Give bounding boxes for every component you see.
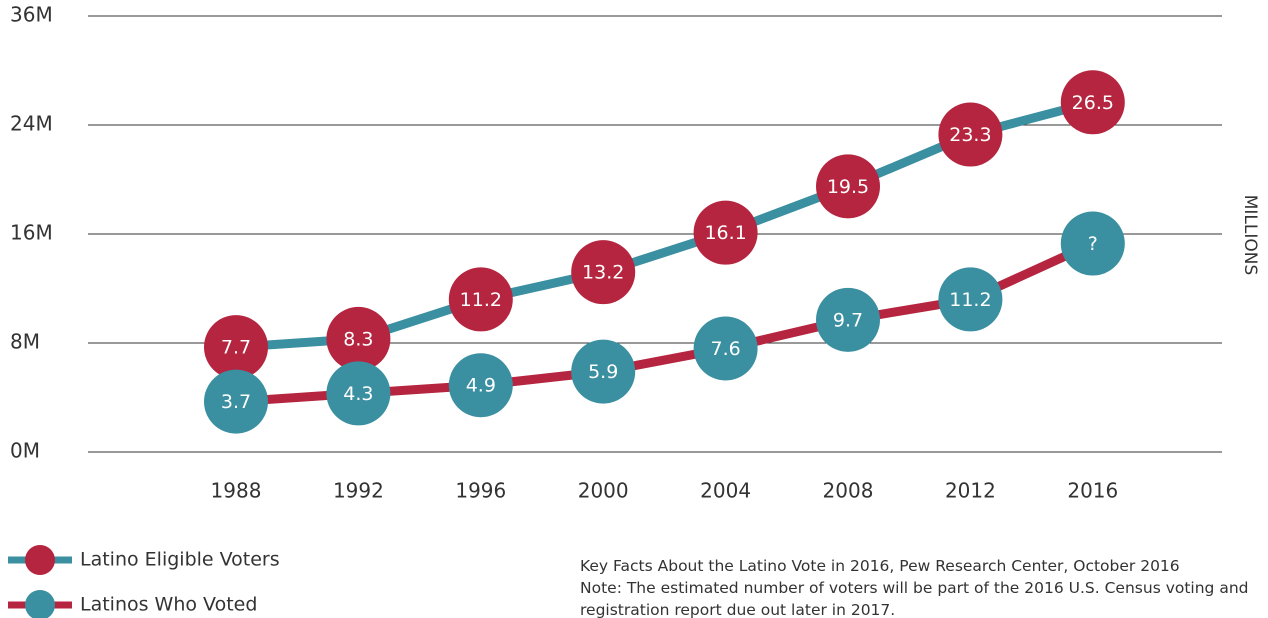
- y-tick-label: 0M: [10, 439, 40, 463]
- y-tick-label: 8M: [10, 330, 40, 354]
- x-tick-label: 2008: [823, 479, 874, 503]
- legend-label: Latino Eligible Voters: [80, 549, 280, 571]
- data-label: 5.9: [588, 361, 618, 383]
- data-label: 19.5: [827, 176, 869, 198]
- x-tick-label: 1988: [211, 479, 262, 503]
- source: Key Facts About the Latino Vote in 2016,…: [580, 557, 1180, 575]
- data-label: 23.3: [949, 124, 991, 146]
- data-label: 13.2: [582, 262, 624, 284]
- x-tick-label: 2000: [578, 479, 629, 503]
- x-tick-label: 2012: [945, 479, 996, 503]
- note: Note: The estimated number of voters wil…: [580, 579, 1249, 618]
- data-point: [326, 306, 391, 371]
- data-point: [1060, 211, 1125, 276]
- data-label: 4.9: [466, 375, 496, 397]
- x-tick-label: 1996: [455, 479, 506, 503]
- data-label: 26.5: [1072, 92, 1114, 114]
- x-tick-label: 1992: [333, 479, 384, 503]
- x-tick-label: 2004: [700, 479, 751, 503]
- data-label: 7.6: [710, 338, 740, 360]
- legend-item: Latino Eligible Voters: [8, 545, 280, 575]
- data-point: [1060, 70, 1125, 135]
- x-tick-label: 2016: [1067, 479, 1118, 503]
- data-point: [938, 267, 1003, 332]
- data-point: [938, 102, 1003, 167]
- data-label: 4.3: [343, 383, 373, 405]
- data-point: [326, 361, 391, 426]
- y-tick-label: 16M: [10, 221, 53, 245]
- notes: Key Facts About the Latino Vote in 2016,…: [580, 555, 1250, 618]
- data-point: [693, 200, 758, 265]
- data-label: 9.7: [833, 309, 863, 331]
- legend-label: Latinos Who Voted: [80, 594, 257, 616]
- data-point: [571, 240, 636, 305]
- data-point: [816, 287, 880, 352]
- legend-item: Latinos Who Voted: [8, 590, 257, 618]
- data-label: 7.7: [221, 337, 251, 359]
- legend-marker: [25, 590, 55, 618]
- data-point: [693, 316, 758, 381]
- y-tick-label: 36M: [10, 3, 53, 27]
- data-label: ?: [1088, 233, 1098, 255]
- data-label: 11.2: [460, 289, 502, 311]
- y-axis-label: MILLIONS: [1240, 195, 1260, 276]
- data-point: [204, 369, 268, 434]
- data-point: [816, 154, 880, 219]
- data-point: [448, 353, 513, 418]
- data-point: [448, 267, 513, 332]
- data-label: 16.1: [704, 222, 746, 244]
- data-label: 8.3: [343, 328, 373, 350]
- data-label: 11.2: [949, 289, 991, 311]
- legend-marker: [25, 545, 55, 575]
- data-label: 3.7: [221, 391, 251, 413]
- data-point: [571, 339, 636, 404]
- data-point: [204, 315, 268, 380]
- y-tick-label: 24M: [10, 112, 53, 136]
